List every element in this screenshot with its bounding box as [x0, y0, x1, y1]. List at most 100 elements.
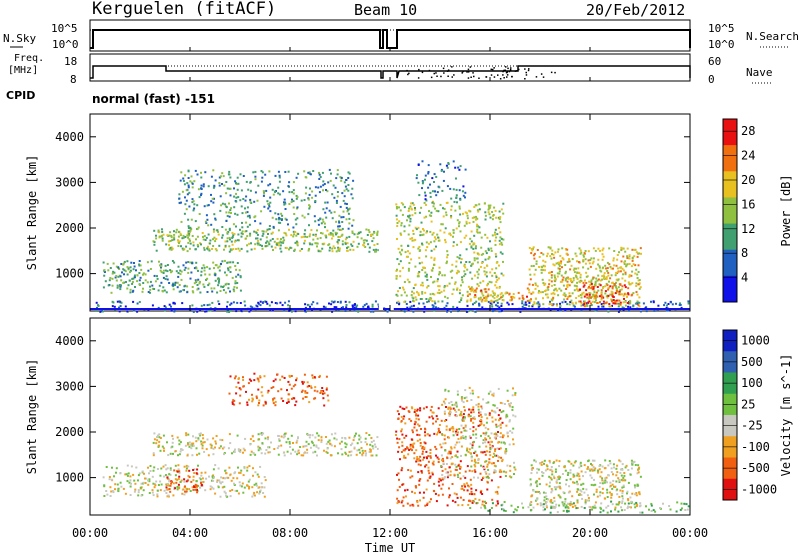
- power-cell: [528, 246, 531, 249]
- velocity-cell: [362, 452, 365, 454]
- power-cell: [582, 291, 585, 294]
- velocity-cell: [543, 491, 545, 494]
- power-cell: [404, 251, 407, 254]
- power-cell: [621, 285, 624, 288]
- power-cell: [595, 291, 598, 294]
- velocity-cell: [155, 480, 158, 483]
- power-cell: [141, 290, 144, 293]
- power-cell: [205, 278, 208, 281]
- power-cell: [483, 270, 486, 273]
- power-cell: [335, 220, 338, 223]
- power-cell: [195, 280, 198, 283]
- power-cell: [229, 209, 232, 212]
- velocity-cell: [231, 489, 234, 491]
- power-cell: [632, 305, 635, 308]
- velocity-cell: [406, 446, 408, 449]
- power-cell: [166, 234, 169, 237]
- power-cell: [407, 267, 410, 270]
- velocity-cell: [147, 479, 149, 482]
- velocity-cell: [545, 506, 548, 509]
- power-cell: [506, 301, 509, 304]
- power-cell: [213, 213, 216, 216]
- velocity-cell: [403, 408, 406, 410]
- velocity-cell: [340, 448, 343, 451]
- velocity-cell: [618, 495, 621, 498]
- velocity-cell: [467, 450, 470, 453]
- velocity-cell: [497, 502, 499, 505]
- power-cell: [456, 306, 459, 309]
- velocity-cell: [322, 390, 325, 393]
- power-cell: [236, 282, 239, 284]
- power-cell: [401, 286, 404, 289]
- power-cell: [295, 197, 298, 200]
- power-cell: [561, 266, 563, 269]
- velocity-cell: [444, 398, 447, 401]
- power-cell: [510, 298, 513, 301]
- velocity-cell: [401, 433, 404, 436]
- power-cell: [617, 278, 620, 281]
- power-cell: [619, 283, 622, 286]
- velocity-cell: [542, 503, 545, 506]
- power-cell: [563, 292, 566, 295]
- power-cell: [556, 289, 559, 292]
- power-cell: [120, 301, 123, 304]
- velocity-cell: [463, 417, 466, 420]
- power-cell: [331, 237, 333, 240]
- power-cell: [630, 265, 633, 268]
- velocity-cell: [249, 453, 252, 456]
- velocity-cell: [571, 495, 574, 498]
- velocity-cell: [662, 502, 664, 505]
- power-cell: [498, 306, 501, 309]
- power-cell: [429, 293, 432, 296]
- power-cell: [465, 310, 468, 313]
- velocity-cell: [650, 510, 653, 512]
- power-cell: [492, 214, 495, 216]
- velocity-cell: [185, 464, 188, 467]
- velocity-cell: [566, 502, 569, 505]
- velocity-cell: [474, 461, 477, 464]
- power-cell: [322, 305, 325, 308]
- velocity-cell: [192, 435, 194, 438]
- power-cell: [559, 280, 562, 283]
- power-cell: [502, 299, 505, 302]
- power-cell: [556, 272, 559, 275]
- beam-title: Beam 10: [354, 1, 418, 19]
- power-cell: [566, 261, 569, 263]
- power-cell: [430, 297, 433, 300]
- velocity-cell: [256, 491, 259, 494]
- velocity-cell: [487, 476, 490, 479]
- power-cell: [281, 304, 284, 307]
- power-cell: [569, 277, 572, 280]
- velocity-cell: [163, 449, 165, 452]
- power-cell: [297, 172, 300, 175]
- velocity-cell: [228, 466, 231, 469]
- velocity-cell: [639, 475, 642, 478]
- power-cell: [139, 264, 142, 267]
- power-cell: [472, 303, 474, 306]
- power-cell: [239, 276, 242, 279]
- power-cell: [170, 248, 173, 251]
- power-cell: [425, 255, 428, 258]
- power-cell: [225, 192, 228, 195]
- power-cell: [565, 276, 568, 279]
- power-cell: [240, 247, 243, 250]
- velocity-cell: [255, 395, 258, 398]
- nave-point: [497, 74, 499, 76]
- velocity-cell: [172, 494, 175, 497]
- velocity-cell: [303, 381, 306, 384]
- power-cell: [410, 202, 413, 205]
- velocity-cell: [368, 434, 371, 436]
- power-cell: [522, 297, 525, 300]
- velocity-cell: [306, 448, 309, 451]
- power-cell: [436, 233, 439, 236]
- power-cell: [564, 248, 567, 250]
- power-cell: [398, 303, 401, 306]
- power-cell: [484, 250, 487, 253]
- power-cell: [164, 278, 167, 280]
- velocity-cell: [165, 492, 168, 494]
- velocity-cell: [480, 434, 482, 437]
- power-cell: [567, 296, 570, 298]
- velocity-cell: [344, 437, 347, 439]
- power-cell: [187, 225, 190, 228]
- power-cell: [409, 300, 412, 303]
